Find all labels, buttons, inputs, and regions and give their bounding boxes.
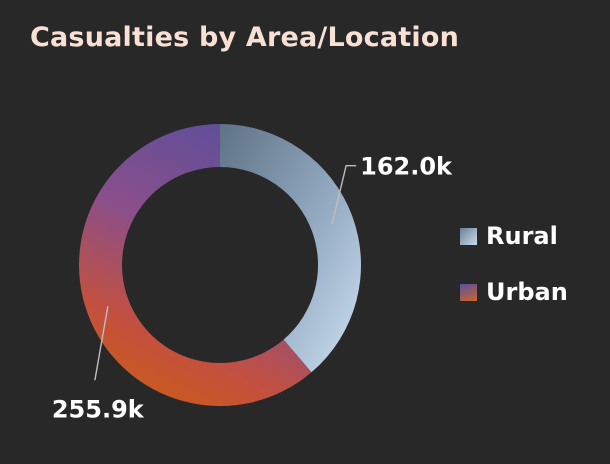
legend-item-urban: Urban (460, 278, 568, 306)
slice-rural (220, 124, 361, 373)
chart-legend: Rural Urban (460, 222, 568, 334)
data-label-urban: 255.9k (52, 395, 145, 423)
chart-title: Casualties by Area/Location (30, 22, 459, 53)
legend-swatch-rural (460, 227, 477, 245)
leader-line-rural (331, 164, 357, 224)
legend-item-rural: Rural (460, 222, 568, 250)
legend-label-urban: Urban (486, 278, 568, 306)
legend-swatch-urban (460, 283, 477, 301)
legend-label-rural: Rural (486, 222, 558, 250)
slice-urban (78, 124, 312, 406)
leader-line-urban (94, 306, 109, 381)
data-label-rural: 162.0k (360, 153, 453, 181)
